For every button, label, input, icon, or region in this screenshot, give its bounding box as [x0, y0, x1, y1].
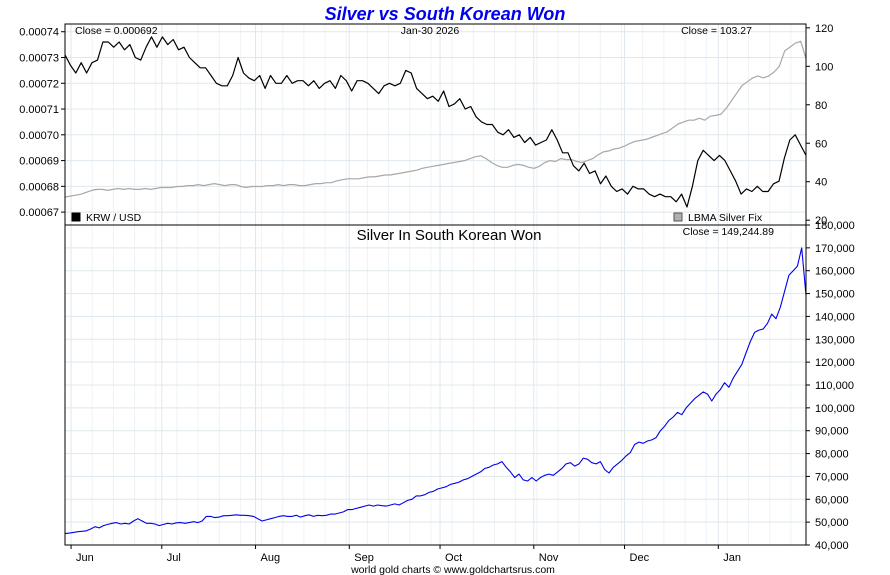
x-tick-label: Jul — [167, 552, 181, 564]
y-bottom-tick-label: 160,000 — [815, 266, 855, 278]
x-tick-label: Aug — [261, 552, 281, 564]
legend-silver-swatch — [673, 212, 683, 222]
top-right-axis: 20 40 60 80 100 120 — [806, 23, 833, 227]
y-bottom-tick-label: 50,000 — [815, 517, 849, 529]
legend-krw-swatch — [71, 212, 81, 222]
y-bottom-tick-label: 70,000 — [815, 471, 849, 483]
y-bottom-tick-label: 110,000 — [815, 380, 854, 392]
y-bottom-tick-label: 130,000 — [815, 334, 855, 346]
y-bottom-tick-label: 40,000 — [815, 540, 849, 552]
y-right-tick-label: 80 — [815, 100, 827, 112]
y-bottom-tick-label: 90,000 — [815, 426, 849, 438]
y-right-tick-label: 100 — [815, 61, 833, 73]
bottom-panel-grid — [65, 224, 806, 546]
y-bottom-tick-label: 140,000 — [815, 311, 855, 323]
y-bottom-tick-label: 180,000 — [815, 220, 855, 232]
x-tick-label: Dec — [630, 552, 650, 564]
top-date: Jan-30 2026 — [401, 25, 460, 37]
legend-krw-label: KRW / USD — [86, 212, 142, 224]
y-bottom-tick-label: 100,000 — [815, 403, 855, 415]
y-bottom-tick-label: 60,000 — [815, 494, 849, 506]
x-tick-label: Sep — [354, 552, 374, 564]
x-tick-label: Oct — [445, 552, 462, 564]
bottom-close: Close = 149,244.89 — [683, 226, 775, 238]
top-close-right: Close = 103.27 — [681, 25, 752, 37]
footer-credit: world gold charts © www.goldchartsrus.co… — [350, 564, 555, 575]
y-left-tick-label: 0.00071 — [19, 104, 59, 116]
top-panel-grid — [65, 24, 806, 225]
legend-silver-label: LBMA Silver Fix — [688, 212, 763, 224]
silver-in-krw-line — [64, 247, 807, 535]
y-right-tick-label: 20 — [815, 215, 827, 227]
y-left-tick-label: 0.00068 — [19, 181, 59, 193]
y-left-tick-label: 0.00072 — [19, 78, 59, 90]
krw-usd-line — [64, 36, 807, 208]
bottom-right-axis: 40,000 50,000 60,000 70,000 80,000 90,000 100,… — [806, 220, 855, 552]
y-bottom-tick-label: 80,000 — [815, 449, 849, 461]
x-tick-label: Jan — [723, 552, 741, 564]
top-close-left: Close = 0.000692 — [75, 25, 158, 37]
y-right-tick-label: 120 — [815, 23, 833, 35]
y-left-tick-label: 0.00074 — [19, 27, 59, 39]
bottom-panel-title: Silver In South Korean Won — [357, 227, 542, 244]
y-left-tick-label: 0.00067 — [19, 207, 59, 219]
x-tick-label: Nov — [539, 552, 559, 564]
y-left-tick-label: 0.00070 — [19, 130, 59, 142]
y-bottom-tick-label: 170,000 — [815, 243, 855, 255]
y-left-tick-label: 0.00073 — [19, 53, 59, 65]
y-right-tick-label: 60 — [815, 138, 827, 150]
top-left-axis: 0.00067 0.00068 0.00069 0.00070 0.00071 0.000… — [19, 27, 65, 219]
series-layer — [64, 36, 807, 535]
x-tick-label: Jun — [76, 552, 94, 564]
chart-title: Silver vs South Korean Won — [325, 4, 566, 24]
lbma-silver-fix-line — [64, 40, 807, 198]
y-bottom-tick-label: 150,000 — [815, 289, 855, 301]
y-bottom-tick-label: 120,000 — [815, 357, 855, 369]
y-left-tick-label: 0.00069 — [19, 156, 59, 168]
y-right-tick-label: 40 — [815, 177, 827, 189]
x-axis: Jun Jul Aug Sep Oct Nov Dec Jan — [70, 545, 741, 564]
top-panel-frame — [64, 23, 807, 226]
